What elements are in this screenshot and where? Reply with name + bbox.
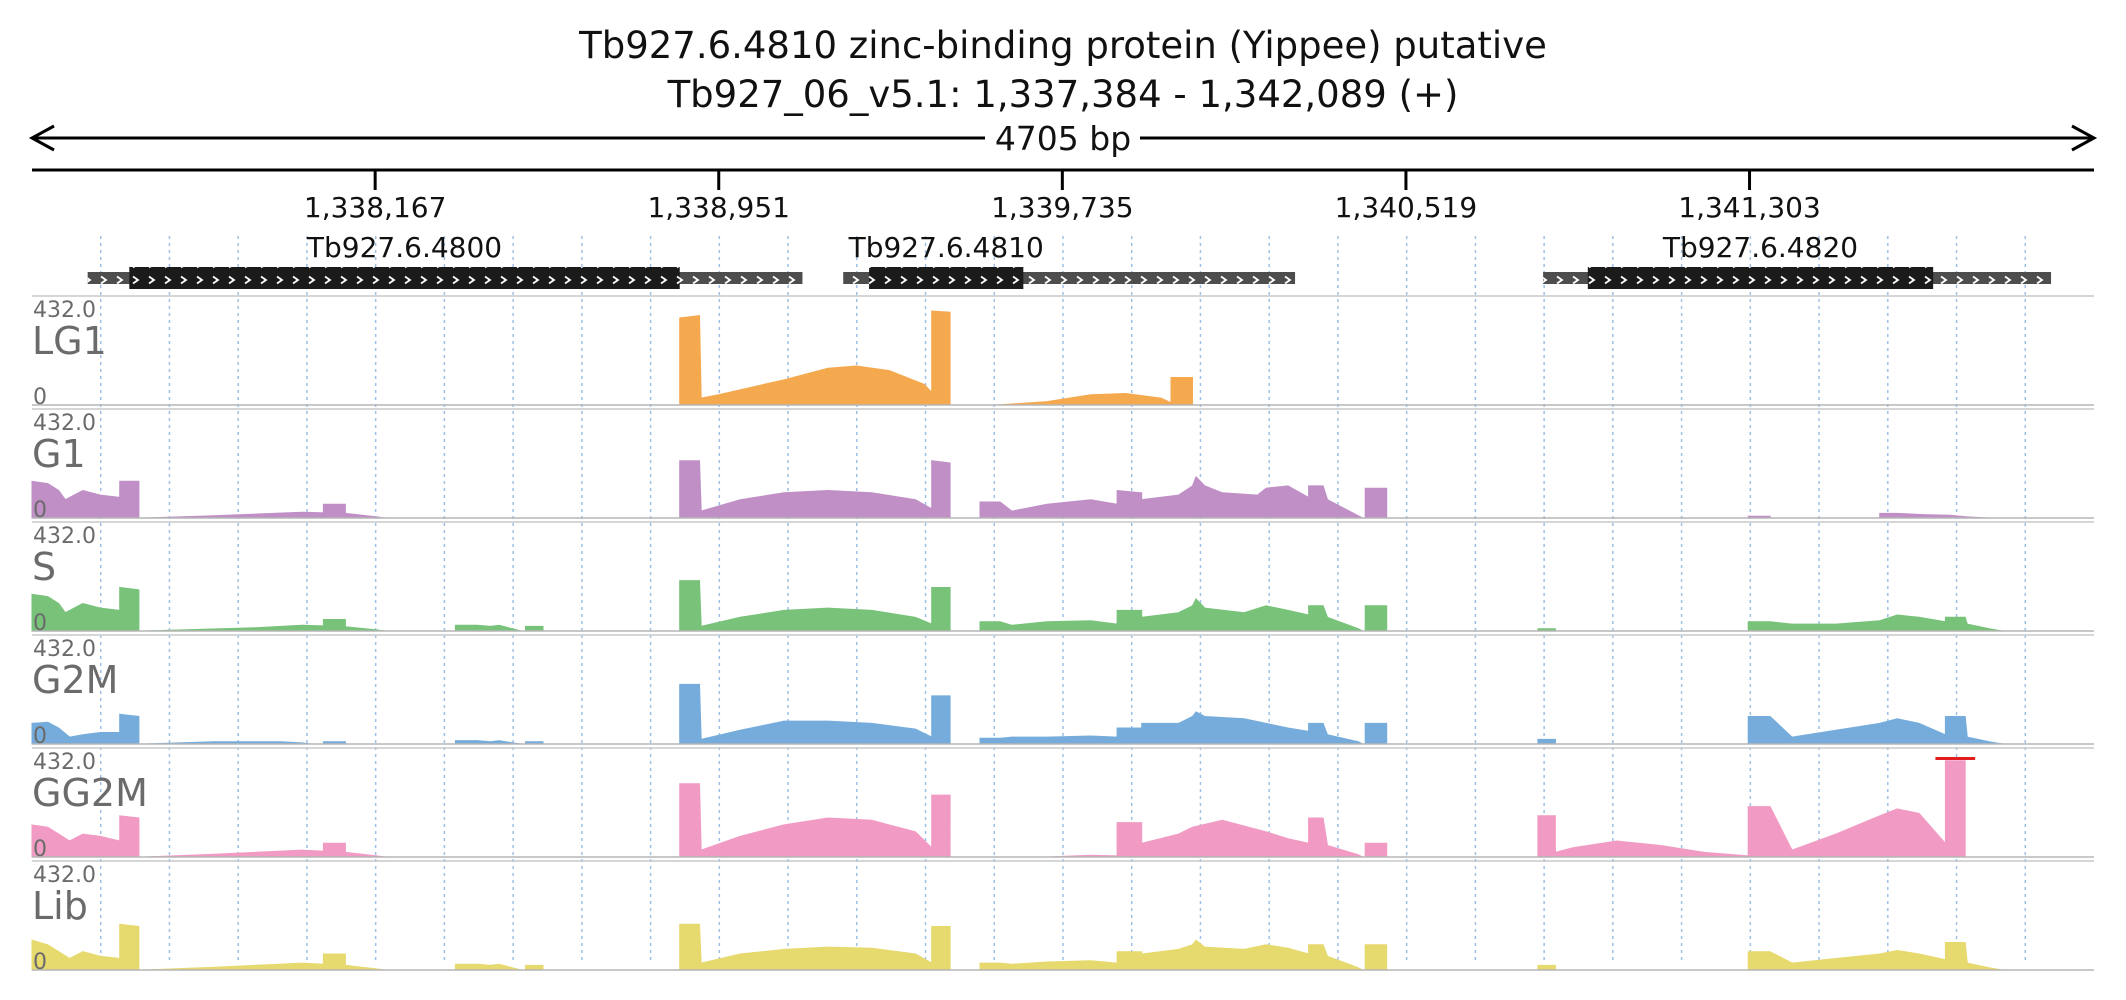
gene-label: Tb927.6.4800 bbox=[306, 231, 502, 264]
coverage-area bbox=[144, 962, 386, 971]
track-max-label: 432.0 bbox=[33, 411, 96, 436]
coverage-area bbox=[1747, 942, 2003, 971]
coverage-area bbox=[31, 923, 140, 971]
coverage-area bbox=[979, 939, 1363, 971]
coverage-area bbox=[996, 377, 1193, 406]
axis-tick-label: 1,339,735 bbox=[991, 191, 1134, 224]
track-name-label: Lib bbox=[32, 884, 88, 928]
track-max-label: 432.0 bbox=[33, 524, 96, 549]
coverage-area bbox=[144, 511, 386, 519]
coverage-area bbox=[31, 815, 140, 858]
coverage-area bbox=[454, 624, 522, 632]
coverage-area bbox=[1364, 487, 1388, 519]
figure-title: Tb927.6.4810 zinc-binding protein (Yippe… bbox=[578, 24, 1547, 67]
track-max-label: 432.0 bbox=[33, 863, 96, 888]
coverage-track: 432.0 0 LG1 bbox=[32, 295, 2094, 410]
coverage-area bbox=[1364, 605, 1388, 632]
track-max-label: 432.0 bbox=[33, 637, 96, 662]
track-name-label: G1 bbox=[32, 432, 86, 476]
coverage-area bbox=[979, 598, 1363, 632]
track-name-label: S bbox=[32, 545, 56, 589]
span-ruler: 4705 bp bbox=[28, 119, 2098, 158]
coverage-area bbox=[31, 713, 140, 745]
track-min-label: 0 bbox=[33, 950, 47, 975]
coverage-area bbox=[679, 310, 951, 406]
coverage-area bbox=[31, 586, 140, 632]
gene-annotation-track: Tb927.6.4800 Tb927.6.4810 Tb927.6.4820 bbox=[87, 231, 2052, 289]
coverage-area bbox=[679, 460, 951, 519]
coverage-area bbox=[679, 783, 951, 858]
track-min-label: 0 bbox=[33, 724, 47, 749]
gene-cds-strand-arrows bbox=[869, 267, 1024, 289]
span-arrowhead-right-icon bbox=[2071, 124, 2098, 152]
coverage-area bbox=[144, 849, 386, 858]
coverage-area bbox=[322, 953, 346, 971]
track-min-label: 0 bbox=[33, 498, 47, 523]
axis-tick-label: 1,338,167 bbox=[304, 191, 447, 224]
axis-tick-label: 1,340,519 bbox=[1335, 191, 1478, 224]
track-name-label: LG1 bbox=[32, 319, 107, 363]
track-name-label: GG2M bbox=[32, 771, 148, 815]
track-min-label: 0 bbox=[33, 837, 47, 862]
coverage-tracks: 432.00LG1432.00G1432.00S432.00G2M432.00G… bbox=[31, 295, 2094, 975]
coverage-track: 432.0 0 G1 bbox=[31, 408, 2094, 523]
coverage-area bbox=[1747, 716, 2003, 745]
overflow-marker bbox=[1935, 757, 1956, 760]
span-arrowhead-left-icon bbox=[28, 124, 55, 152]
coverage-track: 432.0 0 S bbox=[31, 521, 2094, 636]
track-max-label: 432.0 bbox=[33, 750, 96, 775]
coverage-track: 432.0 0 Lib bbox=[31, 860, 2094, 975]
gene-cds-strand-arrows bbox=[1587, 267, 1934, 289]
gene-label: Tb927.6.4810 bbox=[848, 231, 1044, 264]
coordinate-ticks: 1,338,167 1,338,951 1,339,735 1,340,519 1,34… bbox=[304, 170, 1821, 224]
coverage-track: 432.0 0 G2M bbox=[31, 634, 2094, 749]
coverage-area bbox=[1537, 760, 1966, 858]
coverage-area bbox=[31, 480, 140, 519]
track-name-label: G2M bbox=[32, 658, 118, 702]
coverage-area bbox=[322, 842, 346, 858]
coverage-area bbox=[679, 923, 951, 971]
coverage-area bbox=[1364, 944, 1388, 971]
track-max-label: 432.0 bbox=[33, 298, 96, 323]
coverage-area bbox=[979, 711, 1363, 745]
coverage-area bbox=[322, 503, 346, 519]
gene-label: Tb927.6.4820 bbox=[1662, 231, 1858, 264]
gene-cds-strand-arrows bbox=[129, 267, 680, 289]
coverage-area bbox=[454, 963, 522, 971]
axis-tick-label: 1,341,303 bbox=[1678, 191, 1821, 224]
coverage-area bbox=[679, 580, 951, 632]
coverage-area bbox=[144, 624, 386, 632]
coverage-area bbox=[1364, 722, 1388, 745]
coverage-area bbox=[322, 619, 346, 632]
track-min-label: 0 bbox=[33, 385, 47, 410]
track-min-label: 0 bbox=[33, 611, 47, 636]
coverage-area bbox=[979, 475, 1363, 519]
coverage-area bbox=[1747, 614, 2003, 632]
figure-subtitle: Tb927_06_v5.1: 1,337,384 - 1,342,089 (+) bbox=[667, 73, 1459, 116]
coverage-area bbox=[679, 683, 951, 745]
coverage-area bbox=[1046, 817, 1363, 858]
span-length-label: 4705 bp bbox=[995, 119, 1131, 158]
coverage-track: 432.0 0 GG2M bbox=[31, 747, 2094, 862]
axis-tick-label: 1,338,951 bbox=[647, 191, 790, 224]
coverage-area bbox=[1364, 842, 1388, 858]
overflow-marker bbox=[1955, 757, 1976, 760]
gridlines bbox=[99, 236, 2027, 964]
